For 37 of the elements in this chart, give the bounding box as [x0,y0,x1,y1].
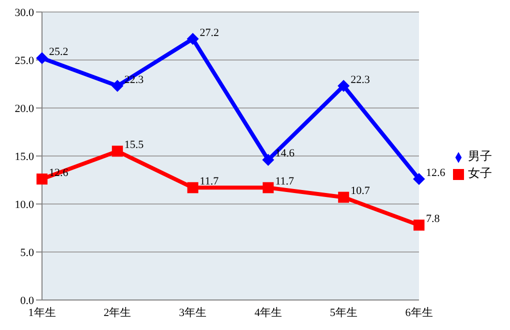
data-label: 14.6 [275,148,295,160]
x-tick-label: 3年生 [179,306,207,319]
x-tick-label: 5年生 [330,306,358,319]
data-label: 12.6 [426,166,446,179]
data-label: 11.7 [275,176,295,188]
point [262,182,274,194]
point [338,80,350,92]
y-tick-label: 10.0 [14,198,34,211]
data-label: 15.5 [124,139,144,152]
x-tick-label: 4年生 [254,306,282,319]
point [187,182,198,194]
point [262,154,274,166]
point [111,80,124,92]
data-label: 7.8 [426,213,440,226]
point [413,173,425,186]
x-tick-label: 2年生 [104,306,132,319]
point [36,52,48,64]
data-label: 22.3 [350,74,370,86]
legend-label: 男子 [468,149,492,163]
data-label: 25.2 [49,46,68,58]
data-label: 27.2 [200,26,220,39]
y-tick-label: 30.0 [14,6,34,19]
x-tick-label: 6年生 [405,306,433,319]
data-label: 10.7 [350,185,370,198]
point [186,32,199,45]
y-tick-label: 15.0 [14,150,34,163]
y-tick-label: 20.0 [14,102,34,115]
y-tick-label: 5.0 [20,246,34,259]
point [36,174,48,185]
y-tick-label: 25.0 [14,54,34,67]
x-tick-label: 1年生 [28,306,56,319]
point [338,192,350,203]
legend-label: 女子 [468,166,492,180]
data-label: 11.7 [200,176,220,188]
point [414,220,424,231]
point [112,146,123,157]
y-tick-label: 0.0 [20,294,34,307]
